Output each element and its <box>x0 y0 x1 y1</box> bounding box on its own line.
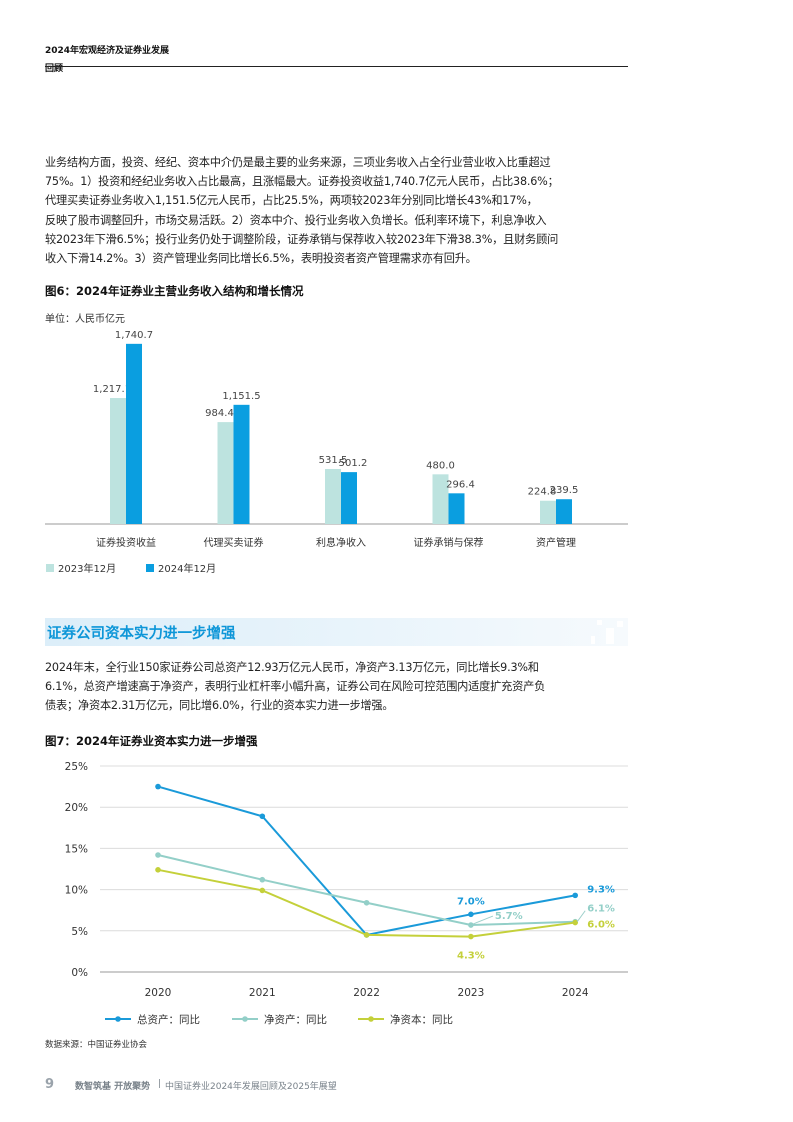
x-tick-label: 2023 <box>458 987 485 999</box>
y-tick-label: 20% <box>65 802 88 814</box>
footer-slogan: 数智筑基 开放聚势 <box>75 1082 151 1092</box>
figure-6-unit: 单位：人民币亿元 <box>45 314 125 325</box>
data-point <box>468 933 474 940</box>
paragraph-line: 业务结构方面，投资、经纪、资本中介仍是最主要的业务来源，三项业务收入占全行业营业… <box>45 156 551 169</box>
bar-2024 <box>126 343 142 524</box>
data-point <box>259 813 266 820</box>
data-label: 1,151.5 <box>222 391 260 402</box>
banner-decoration <box>597 620 602 625</box>
legend-swatch <box>146 564 154 572</box>
data-label: 1,740.7 <box>115 330 153 341</box>
x-tick-label: 2020 <box>145 987 172 999</box>
x-tick-label: 2024 <box>562 987 589 999</box>
banner-decoration <box>591 636 595 644</box>
category-label: 资产管理 <box>536 536 576 549</box>
banner-decoration <box>606 628 614 644</box>
data-label: 1,217.1 <box>93 384 131 395</box>
legend-marker <box>115 1016 121 1022</box>
figure-6-title: 图6：2024年证券业主营业务收入结构和增长情况 <box>45 284 304 298</box>
bar-2023 <box>110 398 126 524</box>
data-point <box>259 876 266 883</box>
data-point <box>155 783 161 790</box>
data-point <box>259 887 266 894</box>
data-point <box>363 932 370 938</box>
paragraph-line: 较2023年下滑6.5%；投行业务仍处于调整阶段，证券承销与保荐收入较2023年… <box>45 232 559 246</box>
page-number: 9 <box>45 1077 55 1092</box>
bar-2024 <box>448 493 465 524</box>
figure-7-title: 图7：2024年证券业资本实力进一步增强 <box>45 734 258 748</box>
legend-label: 2024年12月 <box>158 562 216 575</box>
bar-2024 <box>233 404 250 524</box>
bar-2024 <box>556 499 572 524</box>
data-label: 6.1% <box>587 904 615 915</box>
data-label: 501.2 <box>339 458 368 469</box>
data-label: 9.3% <box>587 884 615 895</box>
paragraph-business-structure: 业务结构方面，投资、经纪、资本中介仍是最主要的业务来源，三项业务收入占全行业营业… <box>45 153 630 268</box>
paragraph-line: 2024年末，全行业150家证券公司总资产12.93万亿元人民币，净资产3.13… <box>45 661 539 674</box>
bar-2023 <box>325 468 341 524</box>
legend-label: 2023年12月 <box>58 562 116 575</box>
paragraph-line: 75%。1）投资和经纪业务收入占比最高，且涨幅最大。证券投资收益1,740.7亿… <box>45 175 559 189</box>
category-label: 证券承销与保荐 <box>414 536 484 549</box>
header-subtitle: 回顾 <box>45 64 64 74</box>
data-label: 224.8 <box>528 487 557 498</box>
bar-2023 <box>540 500 556 524</box>
data-source: 数据来源：中国证券业协会 <box>45 1040 148 1050</box>
header-divider <box>45 66 628 67</box>
y-tick-label: 25% <box>65 761 88 773</box>
bar-2024 <box>341 472 357 524</box>
data-point <box>468 911 474 918</box>
data-label: 296.4 <box>446 479 475 490</box>
annotation-leader <box>472 915 494 925</box>
legend-label: 总资产：同比 <box>137 1013 200 1026</box>
x-tick-label: 2022 <box>353 987 380 999</box>
paragraph-line: 债表；净资本2.31万亿元，同比增6.0%，行业的资本实力进一步增强。 <box>45 699 394 713</box>
y-tick-label: 10% <box>65 885 88 897</box>
section-banner <box>45 618 628 646</box>
header-title: 2024年宏观经济及证券业发展 <box>45 46 170 56</box>
y-tick-label: 15% <box>65 843 88 855</box>
data-label: 7.0% <box>457 896 485 907</box>
y-tick-label: 0% <box>71 967 88 979</box>
data-label: 984.4 <box>205 408 234 419</box>
paragraph-line: 收入下滑14.2%。3）资产管理业务同比增长6.5%，表明投资者资产管理需求亦有… <box>45 252 477 266</box>
category-label: 证券投资收益 <box>96 536 156 549</box>
paragraph-capital-strength: 2024年末，全行业150家证券公司总资产12.93万亿元人民币，净资产3.13… <box>45 658 630 716</box>
footer-separator: | <box>158 1079 162 1089</box>
data-label: 4.3% <box>457 951 485 962</box>
annotation-leader <box>576 910 586 923</box>
banner-decoration <box>617 621 623 627</box>
y-tick-label: 5% <box>71 926 88 938</box>
data-point <box>155 852 161 858</box>
legend-label: 净资本：同比 <box>390 1013 453 1026</box>
legend-swatch <box>46 564 54 572</box>
category-label: 代理买卖证券 <box>204 536 264 549</box>
figure-6-bar-chart: 1,217.1 1,740.7 证券投资收益 984.4 1,151.5 代理买卖证券 53… <box>45 330 628 575</box>
figure-7-line-chart: 0% 5% 10% 15% 20% 25% 2020 2021 2022 2023 2024 7.0%… <box>65 761 628 1026</box>
data-point <box>572 892 578 899</box>
data-point <box>468 922 474 928</box>
data-label: 480.0 <box>426 460 455 471</box>
paragraph-line: 6.1%，总资产增速高于净资产，表明行业杠杆率小幅升高，证券公司在风险可控范围内… <box>45 680 546 694</box>
data-point <box>572 919 578 926</box>
data-label: 239.5 <box>550 485 579 496</box>
data-label: 531.5 <box>319 455 348 466</box>
legend-marker <box>368 1016 374 1022</box>
section-title: 证券公司资本实力进一步增强 <box>47 626 236 642</box>
paragraph-line: 反映了股市调整回升，市场交易活跃。2）资本中介、投行业务收入负增长。低利率环境下… <box>45 213 547 227</box>
footer-document-title: 中国证券业2024年发展回顾及2025年展望 <box>165 1082 337 1092</box>
data-point <box>155 867 161 873</box>
data-label: 6.0% <box>587 920 615 931</box>
legend-label: 净资产：同比 <box>264 1013 327 1026</box>
bar-2023 <box>217 422 234 524</box>
legend-marker <box>242 1016 248 1022</box>
data-point <box>363 899 370 906</box>
category-label: 利息净收入 <box>316 536 366 549</box>
data-label: 5.7% <box>495 911 523 922</box>
x-tick-label: 2021 <box>249 987 276 999</box>
bar-2023 <box>432 474 449 524</box>
paragraph-line: 代理买卖证券业务收入1,151.5亿元人民币，占比25.5%，两项较2023年分… <box>45 194 538 208</box>
